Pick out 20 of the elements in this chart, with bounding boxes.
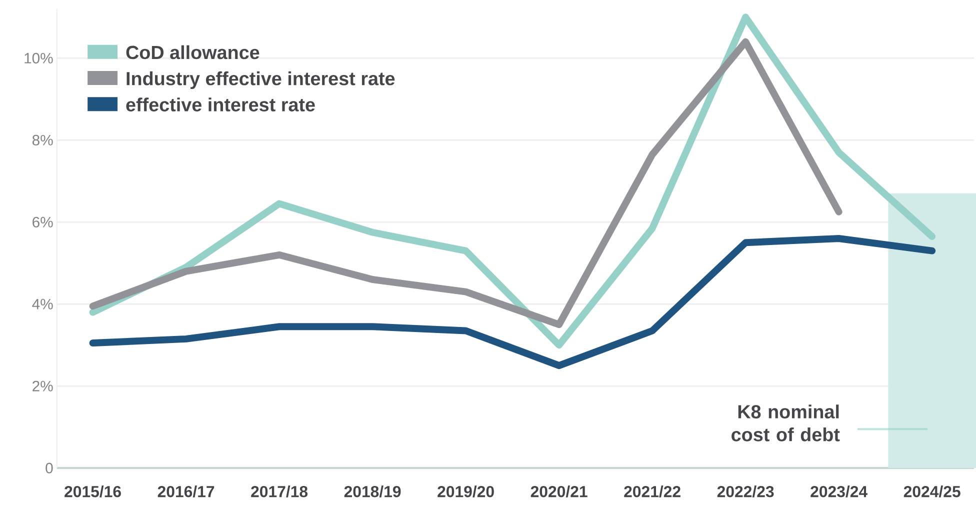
y-tick-label: 6% (32, 216, 53, 228)
y-tick-label: 8% (32, 134, 53, 146)
legend-label: CoD allowance (126, 45, 260, 60)
x-tick-label: 2020/21 (530, 486, 588, 498)
x-tick-label: 2015/16 (64, 486, 121, 498)
x-tick-label: 2016/17 (158, 486, 214, 498)
x-tick-label: 2017/18 (251, 486, 308, 498)
x-tick-label: 2022/23 (717, 486, 774, 498)
x-tick-label: 2024/25 (904, 486, 960, 498)
legend-label: Industry effective interest rate (126, 71, 395, 90)
y-tick-label: 2% (32, 380, 53, 392)
x-tick-label: 2023/24 (810, 486, 868, 498)
y-tick-label: 10% (24, 52, 53, 64)
y-tick-label: 4% (32, 298, 53, 310)
x-tick-label: 2019/20 (438, 486, 494, 498)
legend-label: effective interest rate (126, 98, 315, 112)
text: K8 nominal cost of debt (732, 404, 840, 442)
x-tick-label: 2018/19 (344, 486, 401, 498)
y-tick-label: 0 (46, 462, 53, 474)
x-tick-label: 2021/22 (624, 486, 680, 498)
